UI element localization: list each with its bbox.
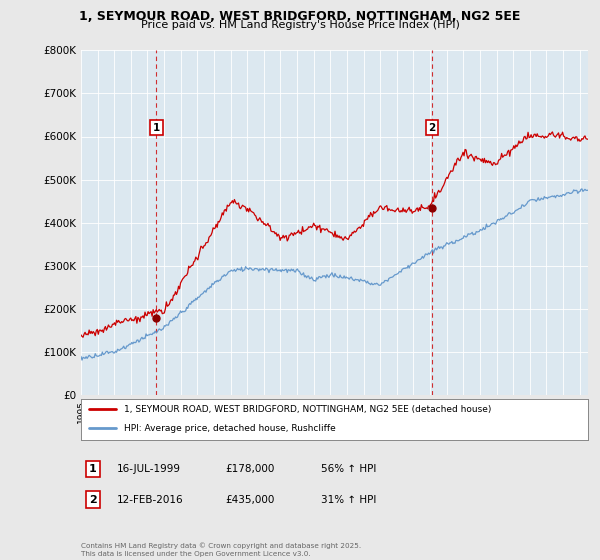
Text: 1, SEYMOUR ROAD, WEST BRIDGFORD, NOTTINGHAM, NG2 5EE (detached house): 1, SEYMOUR ROAD, WEST BRIDGFORD, NOTTING… bbox=[124, 405, 491, 414]
Text: Contains HM Land Registry data © Crown copyright and database right 2025.
This d: Contains HM Land Registry data © Crown c… bbox=[81, 542, 361, 557]
Text: £435,000: £435,000 bbox=[225, 494, 274, 505]
Text: HPI: Average price, detached house, Rushcliffe: HPI: Average price, detached house, Rush… bbox=[124, 424, 336, 433]
Text: 16-JUL-1999: 16-JUL-1999 bbox=[117, 464, 181, 474]
Text: 31% ↑ HPI: 31% ↑ HPI bbox=[321, 494, 376, 505]
Text: £178,000: £178,000 bbox=[225, 464, 274, 474]
Text: 1: 1 bbox=[89, 464, 97, 474]
Text: 56% ↑ HPI: 56% ↑ HPI bbox=[321, 464, 376, 474]
Text: 1, SEYMOUR ROAD, WEST BRIDGFORD, NOTTINGHAM, NG2 5EE: 1, SEYMOUR ROAD, WEST BRIDGFORD, NOTTING… bbox=[79, 10, 521, 22]
Text: Price paid vs. HM Land Registry's House Price Index (HPI): Price paid vs. HM Land Registry's House … bbox=[140, 20, 460, 30]
Text: 1: 1 bbox=[153, 123, 160, 133]
Text: 2: 2 bbox=[89, 494, 97, 505]
Text: 2: 2 bbox=[428, 123, 436, 133]
Text: 12-FEB-2016: 12-FEB-2016 bbox=[117, 494, 184, 505]
